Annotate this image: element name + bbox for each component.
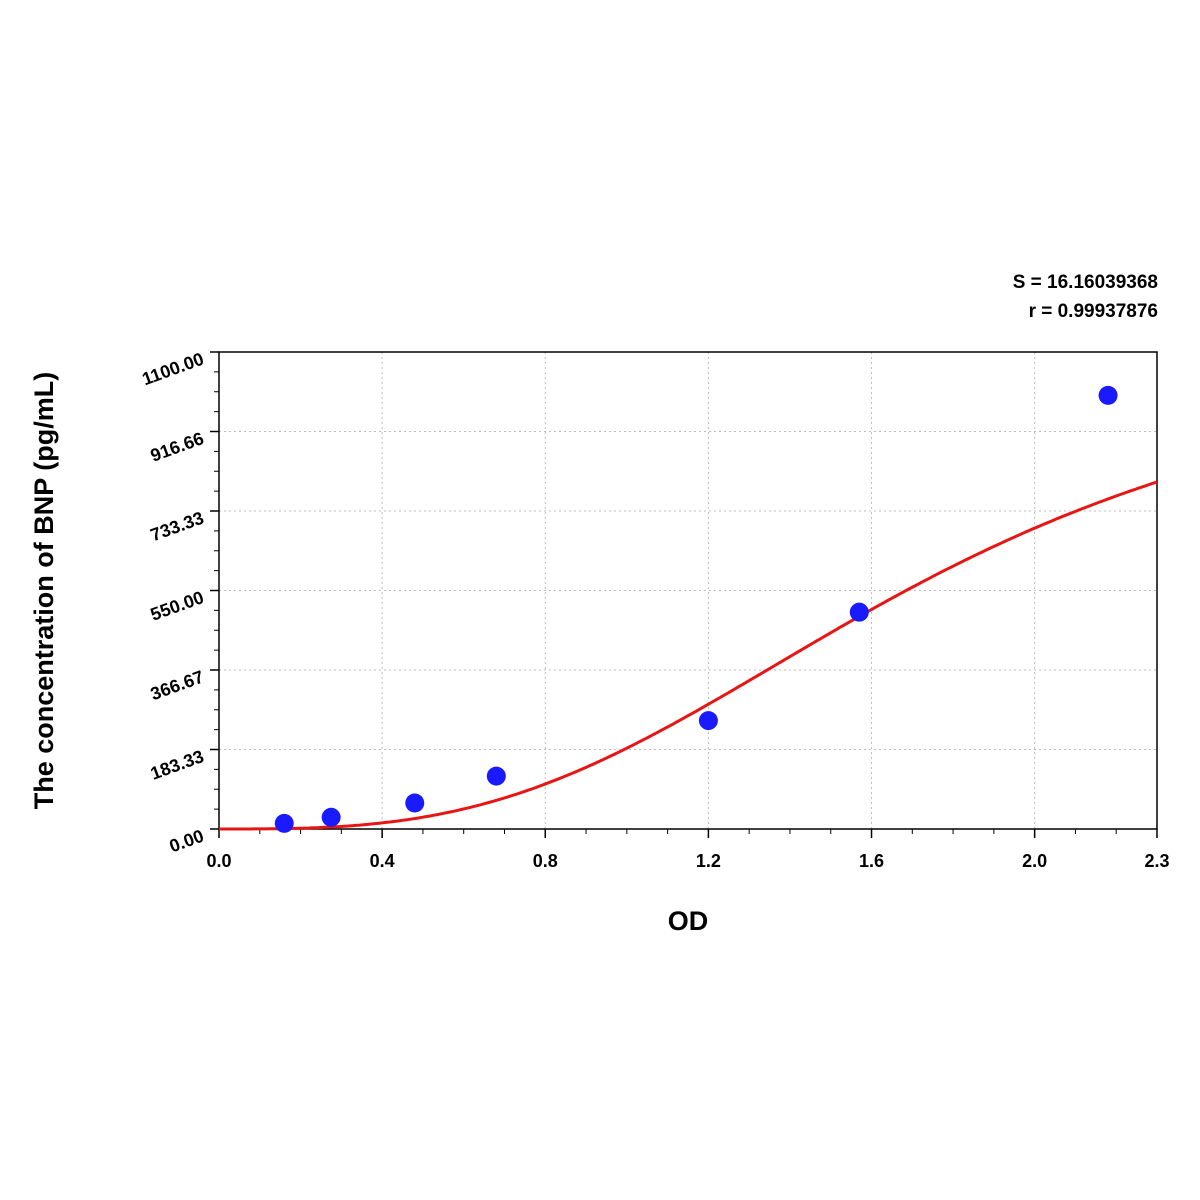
x-axis-title: OD: [668, 906, 709, 936]
y-tick-label: 550.00: [148, 587, 207, 625]
plot-frame: [218, 351, 1158, 830]
y-tick-label: 916.66: [148, 428, 207, 466]
major-ticks: [210, 351, 1158, 838]
y-tick-label: 183.33: [148, 746, 207, 784]
minor-ticks: [214, 371, 1117, 834]
data-point: [1098, 385, 1118, 405]
x-tick-label: 0.8: [533, 851, 558, 871]
x-tick-label: 1.6: [859, 851, 884, 871]
x-tick-label: 0.0: [206, 851, 231, 871]
x-tick-label: 2.0: [1022, 851, 1047, 871]
data-point: [849, 602, 869, 622]
data-points: [274, 385, 1118, 833]
data-point: [274, 813, 294, 833]
y-tick-label: 0.00: [167, 826, 207, 857]
x-tick-label: 2.3: [1144, 851, 1169, 871]
data-point: [698, 711, 718, 731]
y-tick-labels: 0.00 183.33 366.67 550.00 733.33 916.66 1100.0…: [139, 349, 206, 857]
x-tick-label: 1.2: [696, 851, 721, 871]
y-tick-label: 733.33: [148, 508, 207, 546]
fit-curve: [219, 480, 1158, 831]
y-tick-label: 1100.00: [139, 349, 206, 390]
data-point: [321, 807, 341, 827]
y-axis-title: The concentration of BNP (pg/mL): [29, 372, 59, 810]
data-point: [405, 793, 425, 813]
x-tick-labels: 0.0 0.4 0.8 1.2 1.6 2.0 2.3: [206, 851, 1169, 871]
x-tick-label: 0.4: [370, 851, 395, 871]
data-point: [486, 766, 506, 786]
y-tick-label: 366.67: [148, 667, 207, 705]
grid-lines: [219, 352, 1157, 829]
fit-r-statistic: r = 0.99937876: [1028, 301, 1158, 322]
fit-s-statistic: S = 16.16039368: [1012, 272, 1158, 293]
